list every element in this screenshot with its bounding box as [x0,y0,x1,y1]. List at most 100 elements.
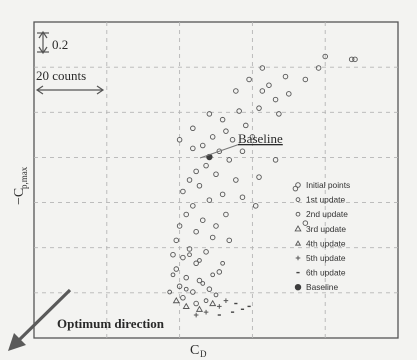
data-point-circle [173,266,180,272]
data-point-circle [196,277,203,284]
data-point-circle [226,237,232,244]
data-point-plus [193,312,199,318]
legend-label: 1st update [306,195,345,205]
data-point-circle [209,234,216,241]
data-point-circle [266,82,272,88]
data-point-triangle [209,299,217,307]
data-point-circle [206,197,213,203]
data-point-circle [203,249,209,255]
legend-marker-circle [295,182,301,188]
optimum-direction-label: Optimum direction [57,316,165,331]
data-point-circle [200,217,206,223]
data-point-circle [272,96,279,103]
baseline-leader-line [199,143,241,159]
data-point-circle [190,125,196,132]
data-point-triangle [182,302,190,309]
y-axis-label-sub: p,max [19,166,29,189]
data-point-circle [302,220,309,226]
data-point-plus [223,298,229,303]
data-point-circle [206,286,213,292]
data-point-circle [233,177,239,183]
data-point-circle [352,56,358,63]
data-point-circle [292,185,299,192]
x-axis-label-sub: D [200,349,207,359]
data-point-circle [322,53,328,60]
legend-label: 2nd update [306,209,348,219]
data-point-circle [190,145,196,152]
data-point-circle [256,105,262,111]
legend-label: Initial points [306,180,350,190]
data-point-circle [180,254,186,261]
x-axis-label-main: C [190,343,199,358]
data-point-circle [186,177,193,183]
data-point-circle-small [167,289,173,295]
data-point-circle-small [200,281,206,286]
data-point-circle [272,157,279,163]
data-point-circle [180,295,186,301]
data-point-circle [213,171,219,178]
data-point-circle [219,116,226,123]
data-point-circle [315,65,322,71]
data-point-circle [216,269,223,275]
data-point-circle [206,111,213,117]
data-point-circle [183,211,189,218]
data-point-circle [190,289,196,295]
data-point-circle [256,174,262,180]
data-point-circle [246,76,252,83]
legend-label: 3rd update [306,224,346,234]
data-point-circle [259,88,266,94]
legend-label: 5th update [306,253,346,263]
data-point-circle [276,111,282,117]
data-point-circle [286,91,292,97]
legend-label: Baseline [306,282,338,292]
legend-marker-triangle [294,225,302,232]
data-point-circle [196,182,203,189]
data-point-circle [183,274,189,281]
legend-marker-plus [295,255,301,261]
data-point-circle [223,128,229,134]
legend-marker-filled-circle [294,284,302,291]
baseline-annotation: Baseline [238,131,283,146]
legend-label: 4th update [306,238,346,248]
y-scale-indicator [37,30,49,55]
data-point-circle [259,65,266,71]
data-point-circle [223,211,229,218]
data-point-circle [252,203,259,209]
data-point-circle [180,188,186,195]
data-point-circle [176,137,183,143]
data-point-circle [219,191,226,198]
data-point-circle-small [203,298,209,304]
data-point-circle [176,223,183,229]
data-point-circle [193,228,199,235]
data-point-circle [236,108,242,114]
data-point-circle [176,283,183,290]
x-scale-label: 20 counts [36,68,86,83]
data-point-circle [209,134,216,140]
data-point-circle [282,73,289,80]
data-point-circle [213,223,219,229]
legend: Initial points 1st update 2nd update 3rd up… [294,180,350,292]
data-point-plus [217,304,222,309]
data-point-circle-small [210,272,216,278]
data-point-circle [243,122,249,129]
data-point-circle [200,142,206,149]
y-axis-label: −C p,max [12,166,29,205]
data-point-circle [186,246,193,252]
x-scale-indicator [35,85,105,95]
legend-marker-triangle-small [294,240,302,246]
optimum-direction-arrow [8,288,72,351]
data-point-circle [249,134,256,140]
legend-marker-circle-small [295,211,301,217]
data-point-circle [229,137,236,143]
data-point-circle [233,88,239,94]
data-point-circle [193,168,199,175]
data-point-circle [302,76,309,83]
y-axis-label-main: −C [12,188,27,205]
data-point-circle-small [197,258,202,263]
legend-marker-circle-small [295,197,301,202]
data-point-circle-small [187,252,192,258]
data-points [167,53,358,318]
data-point-circle [170,251,176,258]
data-point-circle [193,260,199,267]
